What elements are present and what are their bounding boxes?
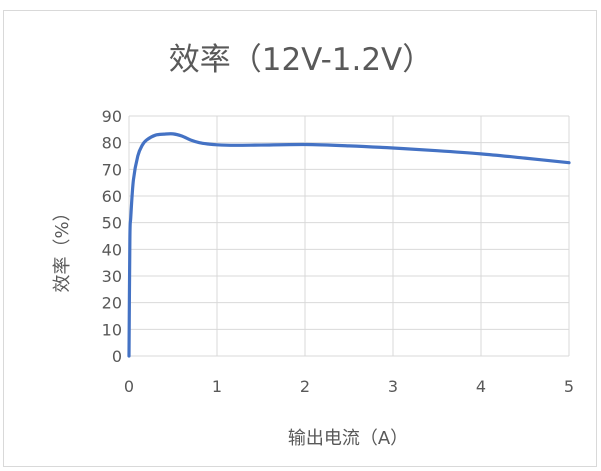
y-tick-label: 70: [102, 160, 122, 179]
y-tick-label: 0: [112, 347, 122, 366]
chart-title: 效率（12V-1.2V）: [169, 42, 434, 78]
y-tick-label: 50: [102, 214, 122, 233]
y-tick-label: 90: [102, 107, 122, 126]
x-tick-label: 3: [388, 377, 398, 396]
y-axis-label: 效率（%）: [52, 203, 73, 292]
tick-labels: 0 10 20 30 40 50 60 70 80 90 0 1 2 3 4 5: [102, 107, 574, 396]
x-tick-label: 2: [300, 377, 310, 396]
y-tick-label: 20: [102, 294, 122, 313]
chart-area: [3, 10, 597, 467]
y-tick-label: 30: [102, 267, 122, 286]
y-tick-label: 60: [102, 187, 122, 206]
x-tick-label: 4: [476, 377, 486, 396]
y-tick-label: 80: [102, 134, 122, 153]
y-tick-label: 40: [102, 240, 122, 259]
x-axis-label: 输出电流（A）: [288, 428, 408, 449]
series-group: [127, 132, 571, 358]
efficiency-series-line: [127, 132, 571, 358]
x-tick-label: 0: [124, 377, 134, 396]
gridlines: [128, 115, 570, 357]
x-tick-label: 5: [564, 377, 574, 396]
y-tick-label: 10: [102, 320, 122, 339]
x-tick-label: 1: [212, 377, 222, 396]
